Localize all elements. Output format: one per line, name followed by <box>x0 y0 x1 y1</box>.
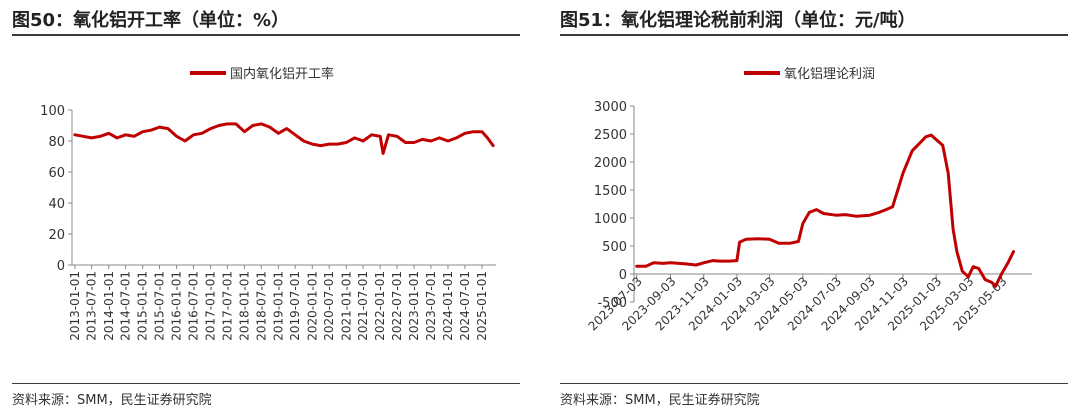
source-note: 资料来源：SMM，民生证券研究院 <box>560 393 760 408</box>
utilization-chart: 国内氧化铝开工率 0 20 40 60 80 100 2013-01-01 2013-07-01… <box>40 66 496 341</box>
y-tick-label: 0 <box>619 268 627 283</box>
series-line <box>73 122 495 155</box>
x-tick-label: 2018-07-01 <box>254 271 268 341</box>
x-tick-label: 2015-07-01 <box>152 271 166 341</box>
title-divider <box>560 34 1068 36</box>
y-tick-label: 1500 <box>594 184 627 199</box>
legend: 国内氧化铝开工率 <box>190 66 334 82</box>
x-tick-label: 2018-01-01 <box>237 271 251 341</box>
chart-title: 图51：氧化铝理论税前利润（单位：元/吨） <box>560 10 916 31</box>
x-tick-label: 2020-01-01 <box>305 271 319 341</box>
source-note: 资料来源：SMM，民生证券研究院 <box>12 393 212 408</box>
x-tick-label: 2019-07-01 <box>288 271 302 341</box>
x-tick-label: 2020-07-01 <box>322 271 336 341</box>
legend: 氧化铝理论利润 <box>744 67 875 82</box>
x-tick-label: 2014-01-01 <box>102 271 116 341</box>
title-divider <box>12 34 520 36</box>
y-tick-label: 60 <box>48 166 65 181</box>
y-tick-label: 2500 <box>594 128 627 143</box>
x-tick-label: 2022-07-01 <box>390 271 404 341</box>
x-tick-label: 2016-01-01 <box>170 271 184 341</box>
x-tick-label: 2013-07-01 <box>85 271 99 341</box>
y-tick-label: 1000 <box>594 212 627 227</box>
y-tick-label: 0 <box>57 259 65 274</box>
legend-label: 氧化铝理论利润 <box>784 67 875 82</box>
x-tick-label: 2021-07-01 <box>356 271 370 341</box>
y-tick-label: 500 <box>602 240 627 255</box>
x-tick-label: 2014-07-01 <box>119 271 133 341</box>
x-tick-label: 2022-01-01 <box>373 271 387 341</box>
y-tick-label: 2000 <box>594 156 627 171</box>
x-tick-label: 2025-01-01 <box>475 271 489 341</box>
footer-divider <box>12 383 520 384</box>
series-line <box>635 133 1015 288</box>
y-tick-label: 20 <box>48 228 65 243</box>
x-tick-label: 2015-01-01 <box>136 271 150 341</box>
x-tick-label: 2024-07-01 <box>458 271 472 341</box>
y-tick-label: -500 <box>597 296 627 311</box>
x-tick-label: 2024-01-01 <box>441 271 455 341</box>
x-tick-label: 2016-07-01 <box>186 271 200 341</box>
x-tick-label: 2023-07-01 <box>424 271 438 341</box>
x-tick-label: 2019-01-01 <box>271 271 285 341</box>
x-tick-label: 2017-07-01 <box>220 271 234 341</box>
y-tick-label: 3000 <box>594 100 627 115</box>
x-tick-label: 2023-01-01 <box>407 271 421 341</box>
x-tick-label: 2013-01-01 <box>68 271 82 341</box>
right-panel: 图51：氧化铝理论税前利润（单位：元/吨） 氧化铝理论利润 -500 0 500 100… <box>548 0 1080 417</box>
legend-label: 国内氧化铝开工率 <box>230 66 334 82</box>
x-tick-label: 2021-01-01 <box>339 271 353 341</box>
y-tick-label: 40 <box>48 197 65 212</box>
y-tick-label: 100 <box>40 104 65 119</box>
profit-chart: 氧化铝理论利润-5000500100015002000250030002023-… <box>586 67 1032 333</box>
footer-divider <box>560 383 1068 384</box>
y-tick-label: 80 <box>48 135 65 150</box>
x-tick-label: 2017-01-01 <box>204 271 218 341</box>
chart-title: 图50：氧化铝开工率（单位：%） <box>12 10 290 31</box>
left-panel: 图50：氧化铝开工率（单位：%） 国内氧化铝开工率 0 20 40 60 80 100 201… <box>0 0 532 417</box>
